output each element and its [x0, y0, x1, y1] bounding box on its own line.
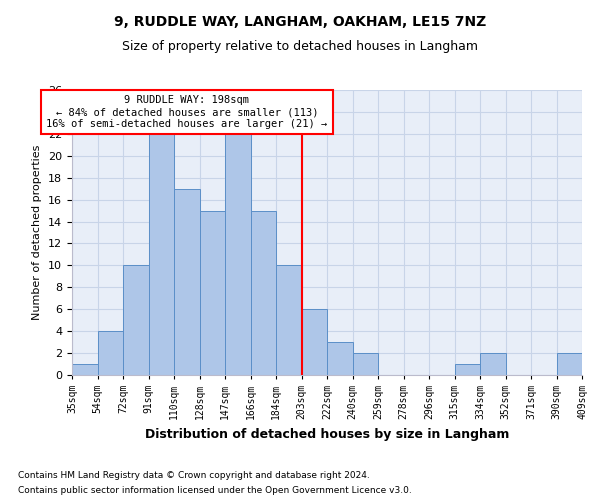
Bar [251, 210, 276, 375]
Bar [225, 134, 251, 375]
Bar [174, 188, 199, 375]
Text: Contains public sector information licensed under the Open Government Licence v3: Contains public sector information licen… [18, 486, 412, 495]
Text: Size of property relative to detached houses in Langham: Size of property relative to detached ho… [122, 40, 478, 53]
Bar [353, 353, 378, 375]
Bar [302, 309, 327, 375]
Bar [199, 210, 225, 375]
Text: 9 RUDDLE WAY: 198sqm
← 84% of detached houses are smaller (113)
16% of semi-deta: 9 RUDDLE WAY: 198sqm ← 84% of detached h… [46, 96, 328, 128]
Y-axis label: Number of detached properties: Number of detached properties [32, 145, 43, 320]
X-axis label: Distribution of detached houses by size in Langham: Distribution of detached houses by size … [145, 428, 509, 440]
Bar [72, 364, 97, 375]
Text: 9, RUDDLE WAY, LANGHAM, OAKHAM, LE15 7NZ: 9, RUDDLE WAY, LANGHAM, OAKHAM, LE15 7NZ [114, 15, 486, 29]
Text: Contains HM Land Registry data © Crown copyright and database right 2024.: Contains HM Land Registry data © Crown c… [18, 471, 370, 480]
Bar [480, 353, 505, 375]
Bar [276, 266, 302, 375]
Bar [97, 331, 123, 375]
Bar [123, 266, 149, 375]
Bar [149, 134, 174, 375]
Bar [327, 342, 353, 375]
Bar [455, 364, 480, 375]
Bar [557, 353, 582, 375]
